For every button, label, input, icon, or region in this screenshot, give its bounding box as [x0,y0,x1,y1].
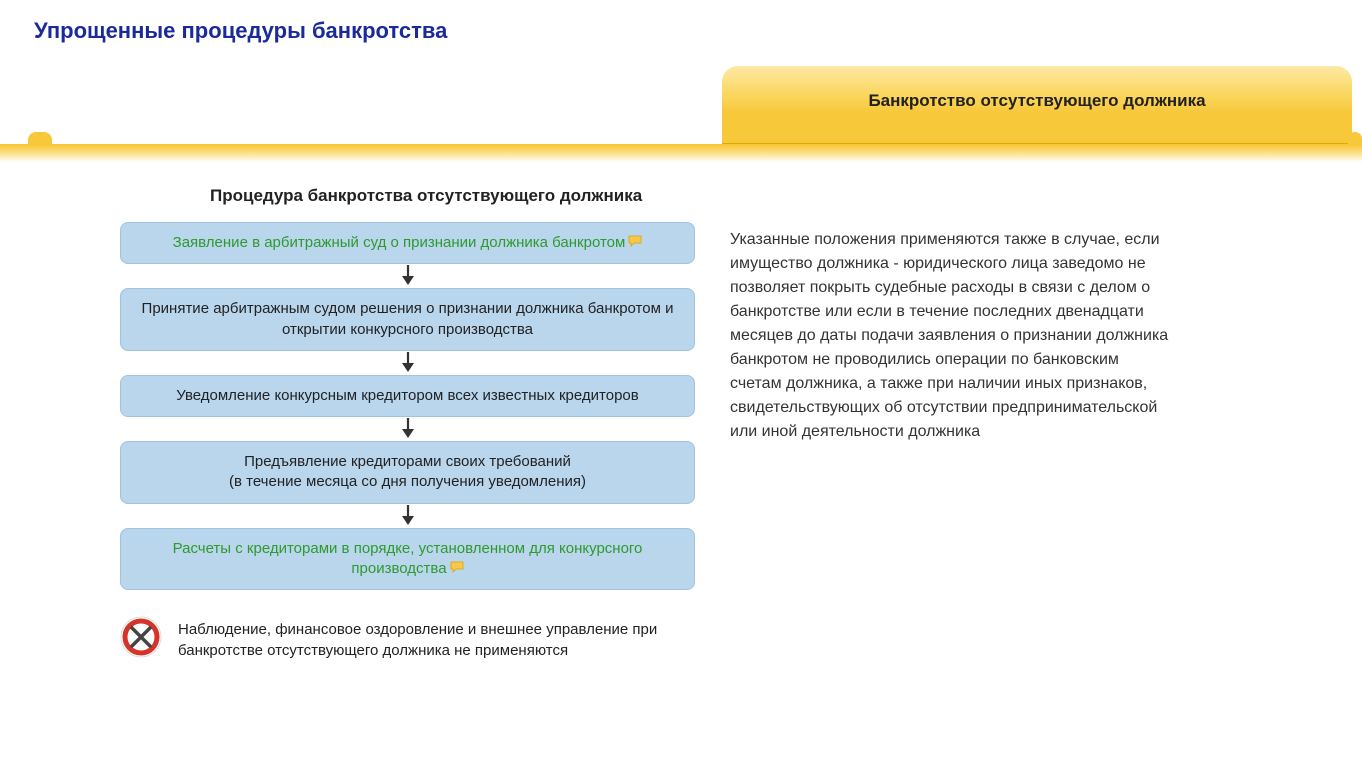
flow-arrow [120,504,695,528]
tab-stub-left [28,132,52,144]
footer-note-text: Наблюдение, финансовое оздоровление и вн… [178,619,720,661]
tab-row: Банкротство отсутствующего должника [0,66,1362,144]
tab-stub-right [1348,132,1362,144]
prohibit-icon [120,616,162,663]
comment-icon[interactable] [450,559,464,579]
tab-active[interactable]: Банкротство отсутствующего должника [722,66,1352,144]
flowchart: Заявление в арбитражный суд о признании … [120,222,720,590]
comment-icon[interactable] [628,233,642,253]
flow-arrow [120,351,695,375]
flow-step-1[interactable]: Заявление в арбитражный суд о признании … [120,222,695,264]
flow-arrow [120,417,695,441]
content-area: Процедура банкротства отсутствующего дол… [0,162,1362,590]
flow-step-4: Предъявление кредиторами своих требовани… [120,441,695,504]
flow-step-2: Принятие арбитражным судом решения о при… [120,288,695,351]
flow-step-3: Уведомление конкурсным кредитором всех и… [120,375,695,417]
tab-underline-bar [0,144,1362,162]
footer-note: Наблюдение, финансовое оздоровление и вн… [0,590,720,663]
side-text: Указанные положения применяются также в … [720,176,1200,590]
flow-arrow [120,264,695,288]
section-title: Процедура банкротства отсутствующего дол… [120,176,720,222]
flowchart-column: Процедура банкротства отсутствующего дол… [0,176,720,590]
page-title: Упрощенные процедуры банкротства [0,0,1362,44]
flow-step-5[interactable]: Расчеты с кредиторами в порядке, установ… [120,528,695,591]
